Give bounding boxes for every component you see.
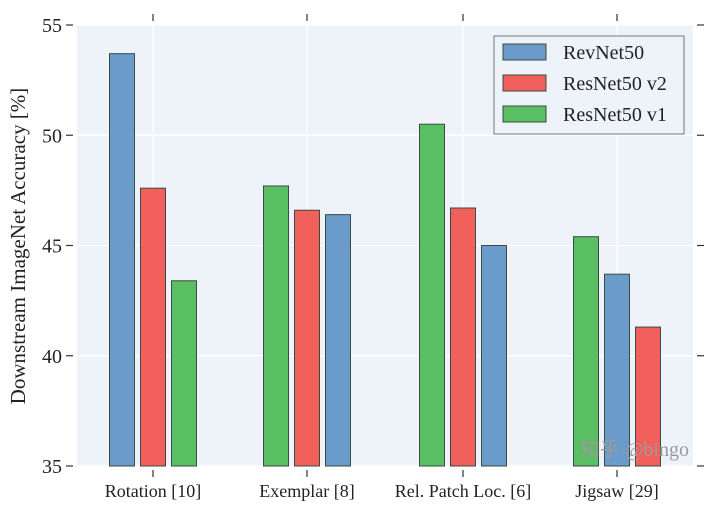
legend-label: ResNet50 v2 <box>563 73 667 95</box>
bar-revnet50 <box>325 214 351 467</box>
y-axis-label: Downstream ImageNet Accuracy [%] <box>6 88 30 405</box>
bar-resnet50-v1 <box>263 185 289 467</box>
bar-revnet50 <box>109 53 135 467</box>
bar-revnet50 <box>481 245 507 467</box>
y-tick-label: 35 <box>42 456 62 478</box>
y-tick-label: 40 <box>42 346 62 368</box>
legend-label: ResNet50 v1 <box>563 104 667 126</box>
legend-swatch <box>502 74 547 92</box>
bars <box>109 53 661 467</box>
axes: 35 40 45 50 55 Rotation [10] Exemplar [8] Rel. … <box>42 14 704 501</box>
y-tick-label: 50 <box>42 125 62 147</box>
x-tick-label: Exemplar [8] <box>259 481 354 501</box>
bar-resnet50-v2 <box>635 326 661 467</box>
x-tick-label: Rotation [10] <box>105 481 202 501</box>
x-tick-label: Rel. Patch Loc. [6] <box>395 481 531 501</box>
x-tick-label: Jigsaw [29] <box>575 481 659 501</box>
bar-revnet50 <box>604 273 630 467</box>
bar-resnet50-v2 <box>140 187 166 467</box>
legend-swatch <box>502 43 547 61</box>
y-tick-label: 45 <box>42 236 62 258</box>
bar-resnet50-v1 <box>573 236 599 467</box>
legend: RevNet50 ResNet50 v2 ResNet50 v1 <box>493 35 685 135</box>
bar-resnet50-v2 <box>450 207 476 467</box>
legend-swatch <box>502 105 547 123</box>
y-tick-label: 55 <box>42 15 62 37</box>
legend-label: RevNet50 <box>563 42 644 64</box>
bar-resnet50-v1 <box>171 280 197 467</box>
bar-resnet50-v1 <box>419 123 445 467</box>
watermark: 知乎 @bingo <box>580 438 689 461</box>
bar-resnet50-v2 <box>294 209 320 467</box>
